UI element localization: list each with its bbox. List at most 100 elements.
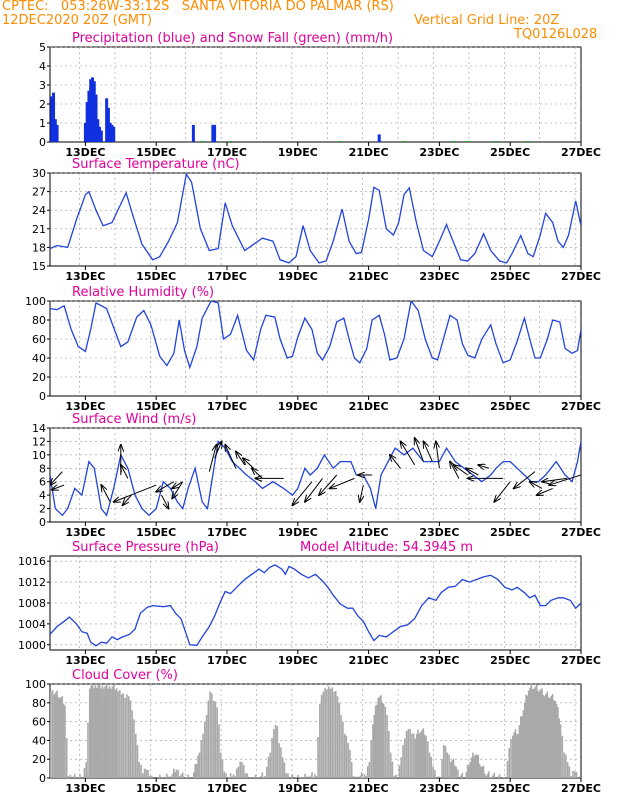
cloud-bar — [508, 747, 511, 778]
cloud-bar — [434, 770, 436, 778]
y-tick-label: 1004 — [18, 618, 46, 631]
cloud-bar — [254, 774, 257, 778]
cloud-bar — [513, 732, 515, 778]
cloud-bar — [386, 715, 388, 778]
cloud-bar — [297, 774, 299, 778]
wind-arrow — [50, 471, 63, 485]
x-tick-label: 19DEC — [278, 782, 318, 795]
cloud-bar — [72, 776, 75, 778]
cloud-bar — [212, 700, 215, 778]
x-tick-label: 17DEC — [207, 654, 247, 667]
cloud-bar — [147, 770, 149, 778]
y-tick-label: 80 — [32, 697, 46, 710]
cloud-bar — [304, 773, 306, 778]
cloud-bar — [531, 689, 534, 778]
cloud-bar — [452, 758, 455, 778]
cloud-bar — [477, 754, 480, 778]
wind-arrow — [214, 441, 222, 459]
panel-title: Relative Humidity (%) — [72, 285, 214, 300]
cloud-bar — [523, 702, 526, 778]
x-tick-label: 21DEC — [349, 526, 389, 539]
cloud-bar — [381, 702, 384, 778]
x-tick-label: 15DEC — [136, 782, 176, 795]
cloud-bar — [422, 728, 425, 778]
cloud-bar — [181, 772, 184, 778]
snow-bar — [494, 141, 498, 142]
precip-bar — [89, 79, 93, 142]
x-tick-label: 13DEC — [65, 270, 105, 283]
cloud-bar — [377, 698, 380, 778]
model-code: TQ0126L028 — [514, 27, 598, 42]
cloud-bar — [398, 765, 401, 778]
cloud-bar — [378, 696, 381, 778]
wind-arrow — [121, 465, 129, 479]
cloud-bar — [522, 710, 525, 778]
wind-arrow — [172, 481, 184, 499]
panel-annotation: Model Altitude: 54.3945 m — [300, 540, 473, 555]
cloud-bar — [527, 690, 530, 778]
cloud-bar — [280, 747, 282, 778]
x-tick-label: 17DEC — [207, 400, 247, 413]
cloud-bar — [90, 685, 92, 778]
cloud-bar — [96, 687, 98, 778]
cloud-bar — [138, 762, 141, 778]
y-tick-label: 1000 — [18, 639, 46, 652]
wind-arrow — [478, 465, 490, 468]
cloud-bar — [565, 754, 567, 778]
x-tick-label: 23DEC — [419, 526, 459, 539]
cloud-bar — [307, 776, 309, 778]
cloud-bar — [257, 777, 260, 778]
cloud-bar — [107, 688, 109, 778]
x-tick-label: 19DEC — [278, 270, 318, 283]
x-tick-label: 19DEC — [278, 654, 318, 667]
y-tick-label: 27 — [32, 186, 46, 199]
x-tick-label: 13DEC — [65, 782, 105, 795]
wind-arrow — [466, 468, 479, 476]
cloud-bar — [515, 734, 518, 778]
y-tick-label: 100 — [25, 295, 46, 308]
x-tick-label: 15DEC — [136, 654, 176, 667]
cloud-bar — [150, 775, 153, 778]
x-tick-label: 25DEC — [490, 782, 530, 795]
cloud-bar — [541, 688, 543, 778]
cloud-bar — [73, 773, 76, 778]
x-tick-label: 13DEC — [65, 400, 105, 413]
y-tick-label: 24 — [32, 204, 46, 217]
cloud-bar — [239, 761, 241, 778]
cloud-bar — [235, 768, 238, 778]
cloud-bar — [542, 695, 545, 778]
cloud-bar — [149, 776, 151, 778]
y-tick-label: 14 — [32, 422, 46, 435]
cloud-bar — [242, 764, 245, 778]
cloud-bar — [545, 693, 547, 778]
cloud-bar — [389, 752, 392, 778]
wind-arrow — [549, 474, 581, 485]
wind-arrow — [225, 445, 237, 469]
cloud-bar — [473, 756, 476, 778]
x-tick-label: 17DEC — [207, 526, 247, 539]
cloud-bar — [85, 762, 87, 778]
wind-arrow — [114, 484, 157, 502]
cloud-bar — [347, 743, 349, 778]
cloud-bar — [87, 722, 89, 778]
cloud-bar — [100, 688, 102, 778]
y-tick-label: 20 — [32, 753, 46, 766]
cloud-bar — [450, 762, 452, 778]
cloud-bar — [69, 774, 72, 778]
cloud-bar — [334, 691, 337, 778]
wind-arrow — [390, 455, 401, 469]
cloud-bar — [244, 773, 247, 778]
cloud-bar — [56, 690, 58, 778]
x-tick-label: 17DEC — [207, 146, 247, 159]
cloud-bar — [312, 777, 315, 778]
x-tick-label: 25DEC — [490, 270, 530, 283]
y-tick-label: 21 — [32, 223, 46, 236]
cloud-bar — [404, 738, 406, 778]
x-tick-label: 15DEC — [136, 146, 176, 159]
x-tick-label: 23DEC — [419, 654, 459, 667]
precip-bar — [377, 134, 381, 142]
y-tick-label: 40 — [32, 734, 46, 747]
y-tick-label: 0 — [39, 390, 46, 403]
x-tick-label: 19DEC — [278, 526, 318, 539]
cloud-bar — [380, 695, 382, 778]
